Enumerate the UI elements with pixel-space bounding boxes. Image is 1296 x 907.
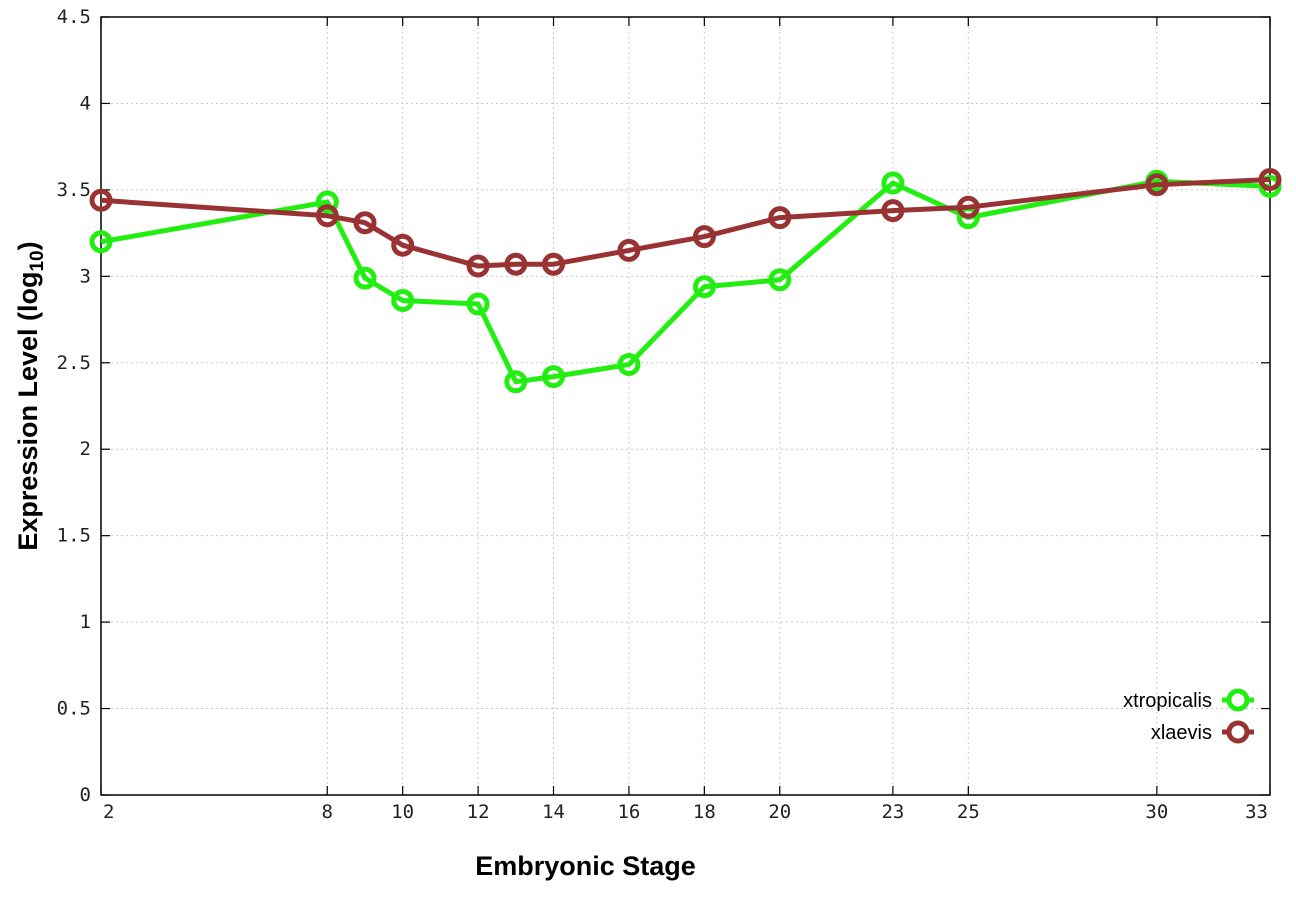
x-tick-label: 18 [693,801,716,823]
data-point [1145,173,1169,197]
series-xtropicalis [89,169,1282,394]
data-point [315,204,339,228]
data-point [89,230,113,254]
y-tick-label: 0 [80,784,91,806]
x-tick-label: 8 [322,801,333,823]
data-point [881,199,905,223]
data-point [504,370,528,394]
data-point [768,206,792,230]
data-point [692,275,716,299]
data-point [315,190,339,214]
x-tick-label: 30 [1145,801,1168,823]
data-point [881,171,905,195]
data-point [353,211,377,235]
data-point [617,353,641,376]
y-tick-label: 3.5 [57,179,91,201]
axis-ticks: 0 0.5 1 1.5 2 2.5 3 3.5 4 4.5 2 8 10 12 14 16 18 20 23 25 30… [57,6,1271,823]
x-tick-label: 2 [103,801,114,823]
x-tick-label: 14 [542,801,565,823]
data-point [353,266,377,290]
data-point [768,268,792,292]
legend-label-xlaevis: xlaevis [1151,722,1212,744]
x-tick-label: 16 [617,801,640,823]
y-axis-title: Expression Level (log10) [13,241,48,550]
y-tick-label: 4.5 [57,6,91,28]
plot-frame [100,16,1271,796]
data-point [542,252,565,276]
y-tick-label: 1 [80,611,91,633]
y-axis-title-main: Expression Level (log [13,272,43,551]
x-tick-label: 23 [881,801,904,823]
data-point [692,225,716,249]
series-xlaevis [89,168,1282,278]
data-point [617,238,641,262]
data-point [466,292,490,316]
y-tick-label: 2 [80,438,91,460]
legend: xtropicalis xlaevis [1123,688,1254,744]
y-axis-title-subscript: 10 [27,250,48,271]
data-point [956,195,980,219]
x-tick-label: 10 [391,801,414,823]
data-point [1258,168,1282,191]
grid [101,17,1270,795]
y-tick-label: 4 [80,92,91,114]
data-point [391,289,415,312]
data-point [466,254,490,278]
series-line [100,177,1271,269]
legend-marker-swatch [1226,688,1250,712]
data-point [89,188,113,212]
legend-label-xtropicalis: xtropicalis [1123,690,1212,712]
data-point [391,233,415,257]
data-point [504,252,528,276]
x-tick-label: 33 [1245,801,1268,823]
y-tick-label: 3 [80,265,91,287]
series-layer [89,168,1282,394]
x-tick-label: 20 [768,801,791,823]
y-axis-title-close: ) [13,241,43,250]
y-tick-label: 1.5 [57,525,91,547]
x-axis-title: Embryonic Stage [475,851,696,881]
y-tick-label: 2.5 [57,352,91,374]
data-point [542,365,565,389]
x-tick-label: 25 [957,801,980,823]
y-tick-label: 0.5 [57,698,91,720]
legend-marker-swatch [1226,720,1250,744]
x-tick-label: 12 [467,801,490,823]
